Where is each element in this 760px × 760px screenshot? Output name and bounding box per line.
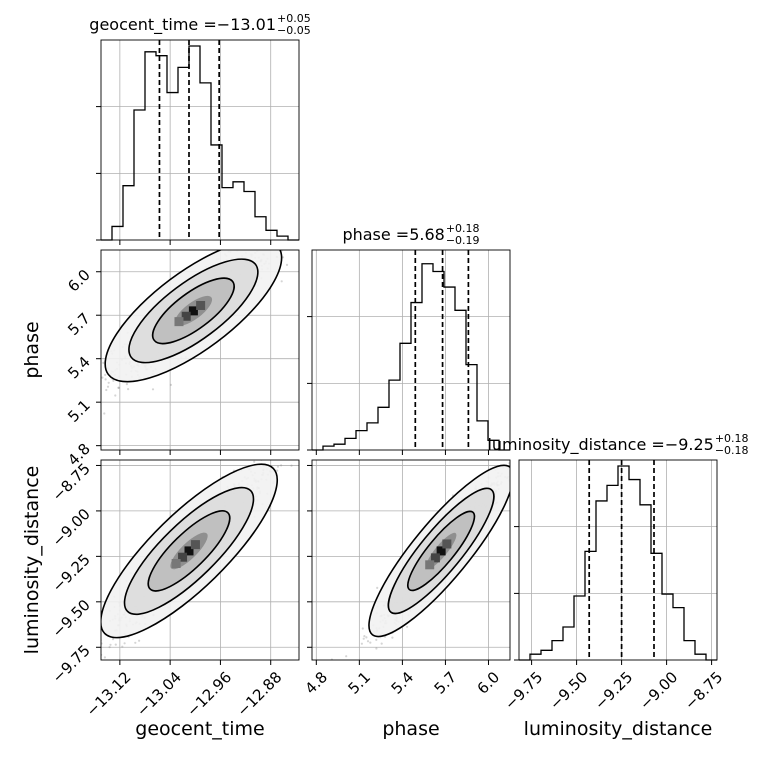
histogram-panel-luminosity_distance: luminosity_distance = −9.25 +0.18−0.18 <box>487 432 749 665</box>
y-tick-label-phase: 5.7 <box>64 309 94 339</box>
contour-content <box>101 250 289 415</box>
contour-content <box>101 460 293 659</box>
density-peak-cell <box>425 560 435 570</box>
title-eq: = <box>646 435 665 454</box>
y-axis-label-phase: phase <box>21 321 43 378</box>
contour-content <box>330 462 510 660</box>
x-tick-label-luminosity_distance: −8.75 <box>681 668 726 713</box>
panel-title-value: −13.01 <box>217 15 276 34</box>
x-tick-label-geocent_time: −13.12 <box>83 668 135 720</box>
density-peak-cell <box>430 553 440 563</box>
histogram-panel-geocent_time: geocent_time = −13.01 +0.05−0.05 <box>89 12 311 245</box>
x-tick-label-geocent_time: −13.04 <box>133 668 185 720</box>
x-tick-label-phase: 5.7 <box>431 668 461 698</box>
y-tick-label-luminosity_distance: −9.25 <box>49 550 94 595</box>
density-peak-cell <box>174 317 184 327</box>
panel-frame <box>100 39 300 241</box>
title-plus: +0.05 <box>277 12 311 25</box>
contour-panel-geocent_time-phase <box>96 249 300 455</box>
histogram-step-geocent_time <box>101 45 299 241</box>
density-peak-cell <box>178 552 188 562</box>
density-peak-cell <box>184 546 194 556</box>
panel-title-value: 5.68 <box>409 225 445 244</box>
title-minus: −0.18 <box>715 444 749 457</box>
x-tick-label-phase: 6.0 <box>474 668 504 698</box>
panel-title-phase: phase = <box>342 225 409 244</box>
y-tick-label-luminosity_distance: −9.00 <box>49 505 94 550</box>
density-peak-cell <box>196 300 206 310</box>
x-tick-label-phase: 4.8 <box>301 668 331 698</box>
panel-title-value: −9.25 <box>665 435 714 454</box>
histogram-step-luminosity_distance <box>519 465 717 661</box>
panel-title-luminosity_distance: luminosity_distance = <box>487 435 664 455</box>
density-peak-cell <box>171 559 181 569</box>
title-minus: −0.05 <box>277 24 311 37</box>
histogram-panel-phase: phase = 5.68 +0.18−0.19 <box>307 222 511 455</box>
x-tick-label-luminosity_distance: −9.75 <box>501 668 546 713</box>
panel-frame <box>100 459 300 661</box>
histogram-step-phase <box>312 263 510 451</box>
y-tick-label-luminosity_distance: −9.75 <box>49 641 94 686</box>
title-eq: = <box>198 15 217 34</box>
title-plus: +0.18 <box>446 222 480 235</box>
y-tick-label-phase: 5.1 <box>64 396 94 426</box>
title-plus: +0.18 <box>715 432 749 445</box>
x-axis-label-geocent_time: geocent_time <box>135 718 264 740</box>
x-axis-label-luminosity_distance: luminosity_distance <box>524 718 713 740</box>
x-tick-label-luminosity_distance: −9.50 <box>546 668 591 713</box>
y-tick-label-luminosity_distance: −8.75 <box>49 460 94 505</box>
y-tick-label-phase: 5.4 <box>64 353 94 383</box>
density-peak-cell <box>181 311 191 321</box>
title-param: geocent_time <box>89 15 198 35</box>
panel-frame <box>311 459 511 661</box>
x-tick-label-luminosity_distance: −9.00 <box>636 668 681 713</box>
x-tick-label-phase: 5.4 <box>388 668 418 698</box>
title-param: luminosity_distance <box>487 435 646 455</box>
panel-frame <box>518 459 718 661</box>
x-tick-label-luminosity_distance: −9.25 <box>591 668 636 713</box>
panel-frame <box>100 249 300 451</box>
y-tick-label-luminosity_distance: −9.50 <box>49 596 94 641</box>
contour-panel-phase-luminosity_distance <box>307 459 511 665</box>
x-tick-label-phase: 5.1 <box>345 668 375 698</box>
y-axis-label-luminosity_distance: luminosity_distance <box>21 466 43 655</box>
x-tick-label-geocent_time: −12.88 <box>234 668 286 720</box>
x-axis-label-phase: phase <box>382 718 439 740</box>
density-peak-cell <box>436 546 446 556</box>
title-param: phase <box>342 225 390 244</box>
density-peak-cell <box>442 539 452 549</box>
title-eq: = <box>391 225 410 244</box>
x-tick-label-geocent_time: −12.96 <box>183 668 235 720</box>
density-peak-cell <box>190 540 200 550</box>
contour-panel-geocent_time-luminosity_distance <box>96 459 300 665</box>
title-minus: −0.19 <box>446 234 480 247</box>
density-peak-cell <box>188 306 198 316</box>
y-tick-label-phase: 6.0 <box>64 266 94 296</box>
panel-frame <box>311 249 511 451</box>
panel-title-geocent_time: geocent_time = <box>89 15 217 35</box>
